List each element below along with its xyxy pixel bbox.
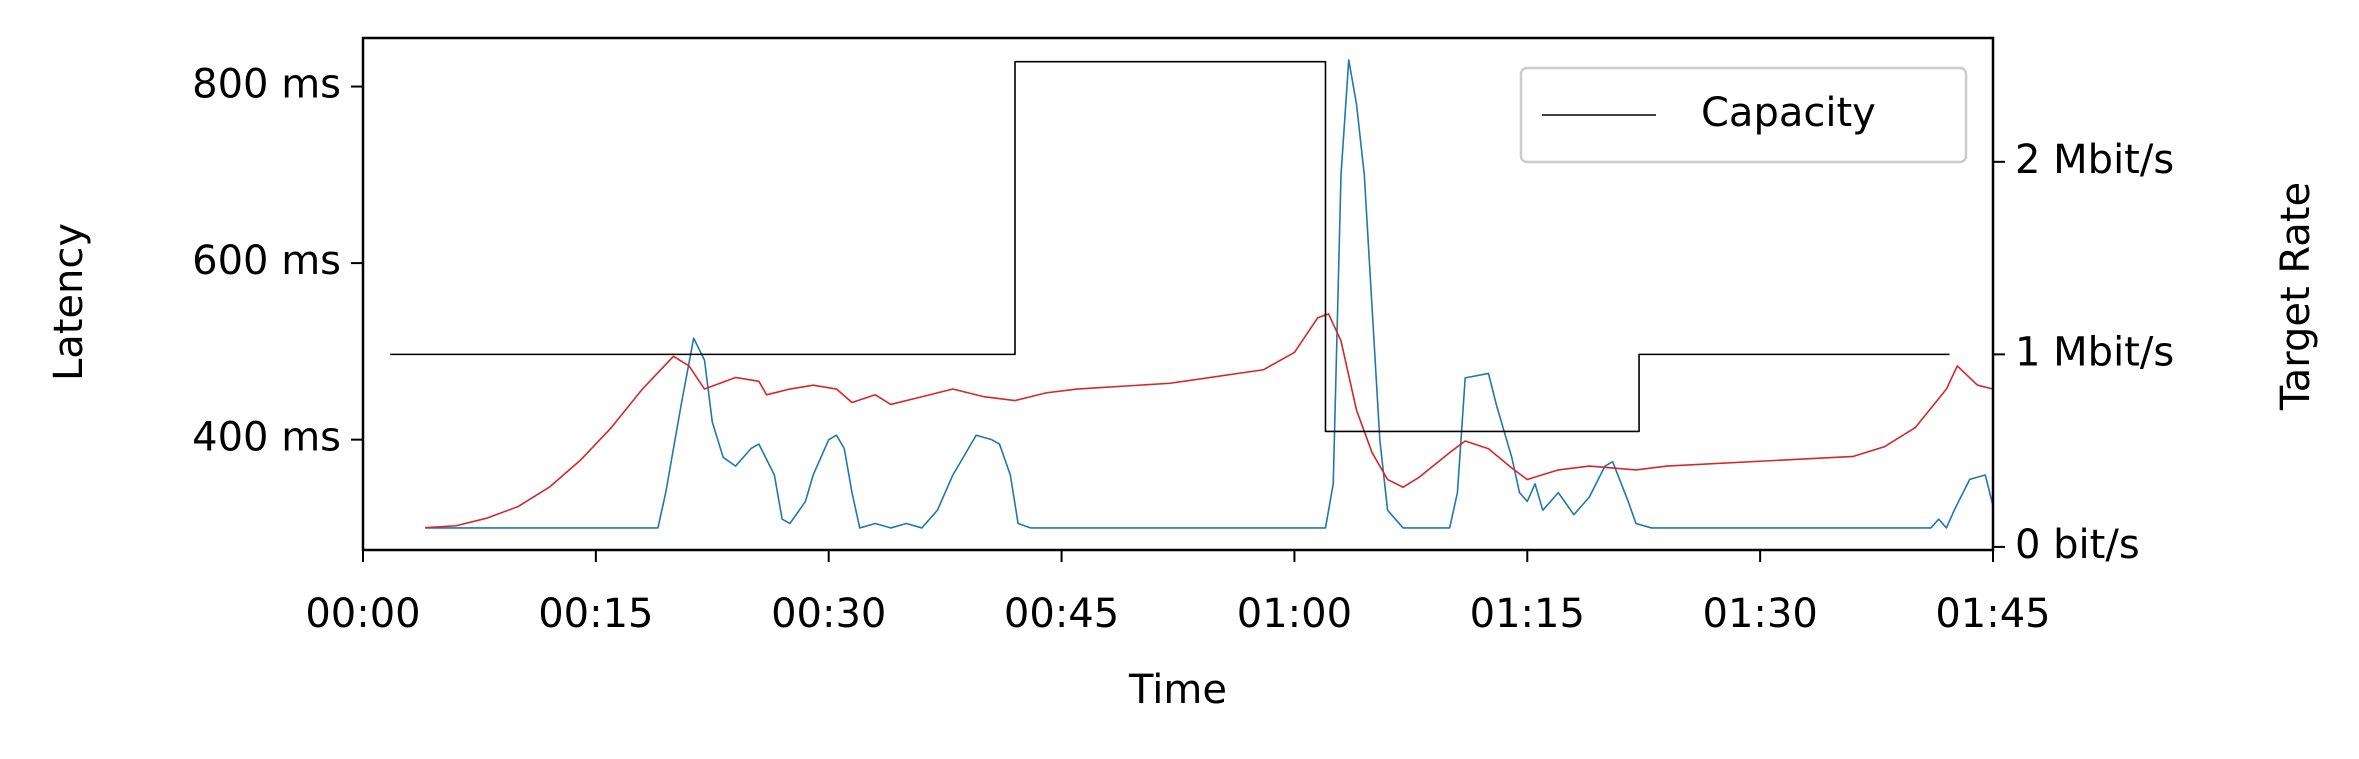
series-line [390,60,1950,433]
legend-box [1519,66,1968,164]
x-tick-label: 01:15 [1470,591,1585,637]
x-axis-label: Time [1128,667,1227,713]
y2-tick-label: 2 Mbit/s [2015,137,2174,183]
y-tick-label: 600 ms [192,238,341,284]
y-tick-label: 800 ms [192,62,341,108]
x-tick-label: 00:15 [538,591,653,637]
y2-axis-label: Target Rate [2273,182,2319,411]
x-tick-label: 00:00 [305,591,420,637]
axes-frame [361,36,1995,552]
legend-label: Capacity [1701,90,1876,136]
y2-tick-label: 1 Mbit/s [2015,329,2174,375]
x-tick-label: 00:30 [771,591,886,637]
x-tick-label: 01:30 [1703,591,1818,637]
plot-area [390,59,1994,529]
x-tick-label: 01:45 [1935,591,2050,637]
y2-tick-label: 0 bit/s [2015,522,2140,568]
y-axis-label: Latency [46,223,92,381]
series-line [425,59,1994,529]
x-tick-label: 01:00 [1237,591,1352,637]
x-tick-label: 00:45 [1004,591,1119,637]
series-line [425,313,1994,529]
y-tick-label: 400 ms [192,415,341,461]
